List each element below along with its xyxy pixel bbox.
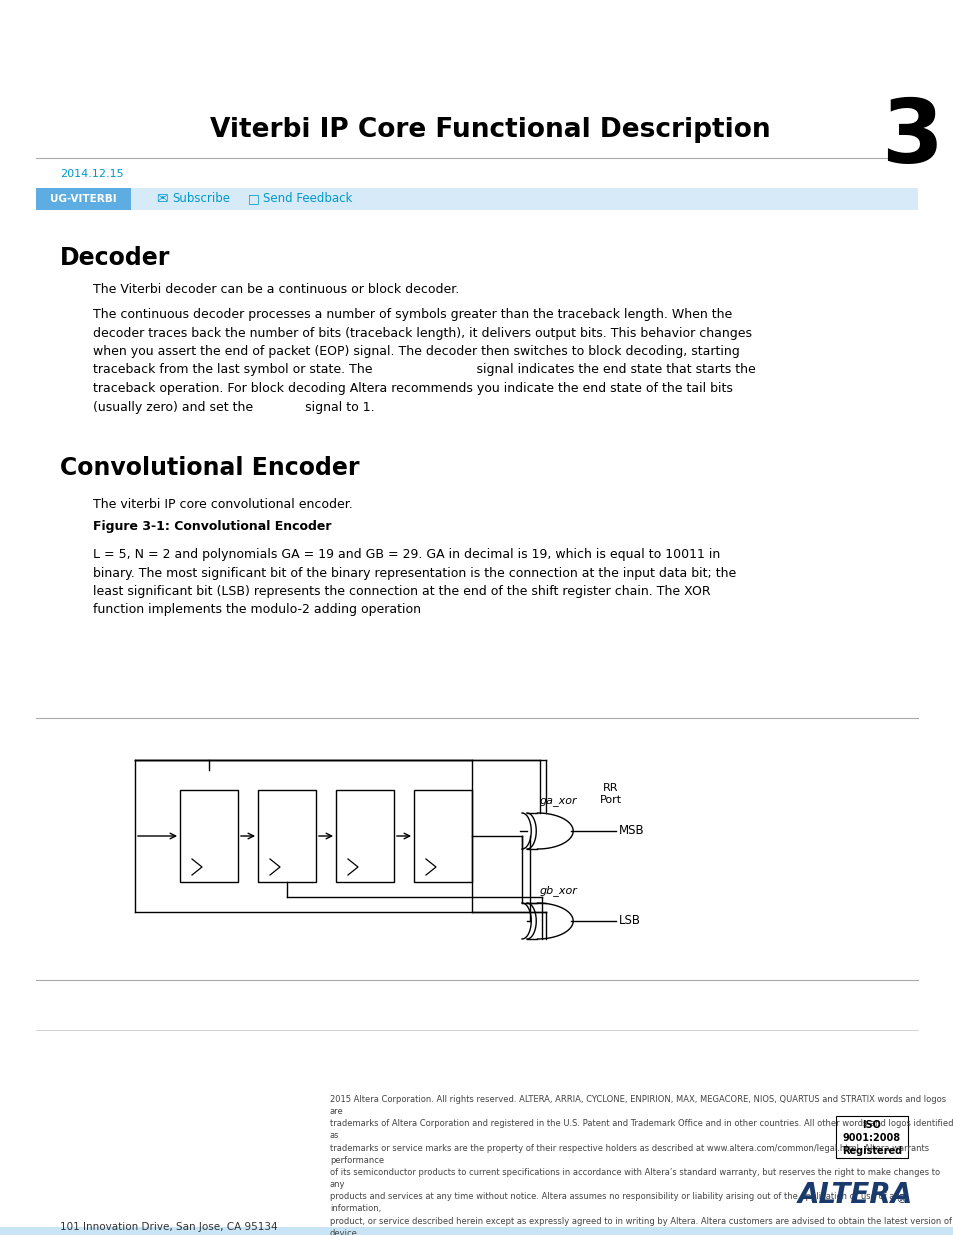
Text: The Viterbi decoder can be a continuous or block decoder.: The Viterbi decoder can be a continuous … <box>92 283 458 296</box>
Text: ✉: ✉ <box>156 191 168 206</box>
Text: Port: Port <box>599 795 621 805</box>
Text: Convolutional Encoder: Convolutional Encoder <box>60 456 359 480</box>
Text: Subscribe: Subscribe <box>172 193 230 205</box>
Text: ALTERA: ALTERA <box>797 1181 912 1209</box>
Text: The continuous decoder processes a number of symbols greater than the traceback : The continuous decoder processes a numbe… <box>92 308 755 414</box>
Bar <box>414 790 472 882</box>
Text: ga_xor: ga_xor <box>539 797 577 806</box>
Text: RR: RR <box>602 783 618 793</box>
Bar <box>335 790 394 882</box>
Text: Send Feedback: Send Feedback <box>263 193 352 205</box>
Text: 2015 Altera Corporation. All rights reserved. ALTERA, ARRIA, CYCLONE, ENPIRION, : 2015 Altera Corporation. All rights rese… <box>330 1095 952 1235</box>
Text: gb_xor: gb_xor <box>539 885 577 897</box>
Text: Figure 3-1: Convolutional Encoder: Figure 3-1: Convolutional Encoder <box>92 520 331 534</box>
Bar <box>0 1228 953 1235</box>
Text: 3: 3 <box>881 95 942 182</box>
Text: MSB: MSB <box>618 825 643 837</box>
Text: UG-VITERBI: UG-VITERBI <box>50 194 116 204</box>
Text: Decoder: Decoder <box>60 246 171 270</box>
Bar <box>257 790 315 882</box>
Text: □: □ <box>248 193 259 205</box>
Text: ISO
9001:2008
Registered: ISO 9001:2008 Registered <box>841 1120 902 1156</box>
Bar <box>180 790 237 882</box>
Bar <box>835 1116 907 1158</box>
Text: L = 5, N = 2 and polynomials GA = 19 and GB = 29. GA in decimal is 19, which is : L = 5, N = 2 and polynomials GA = 19 and… <box>92 548 736 616</box>
Bar <box>36 188 917 210</box>
Text: Viterbi IP Core Functional Description: Viterbi IP Core Functional Description <box>210 117 769 143</box>
Text: LSB: LSB <box>618 914 640 927</box>
Text: 101 Innovation Drive, San Jose, CA 95134: 101 Innovation Drive, San Jose, CA 95134 <box>60 1221 277 1233</box>
Text: 2014.12.15: 2014.12.15 <box>60 169 124 179</box>
Text: ®: ® <box>894 1193 906 1207</box>
Text: The viterbi IP core convolutional encoder.: The viterbi IP core convolutional encode… <box>92 498 353 511</box>
Bar <box>36 188 131 210</box>
